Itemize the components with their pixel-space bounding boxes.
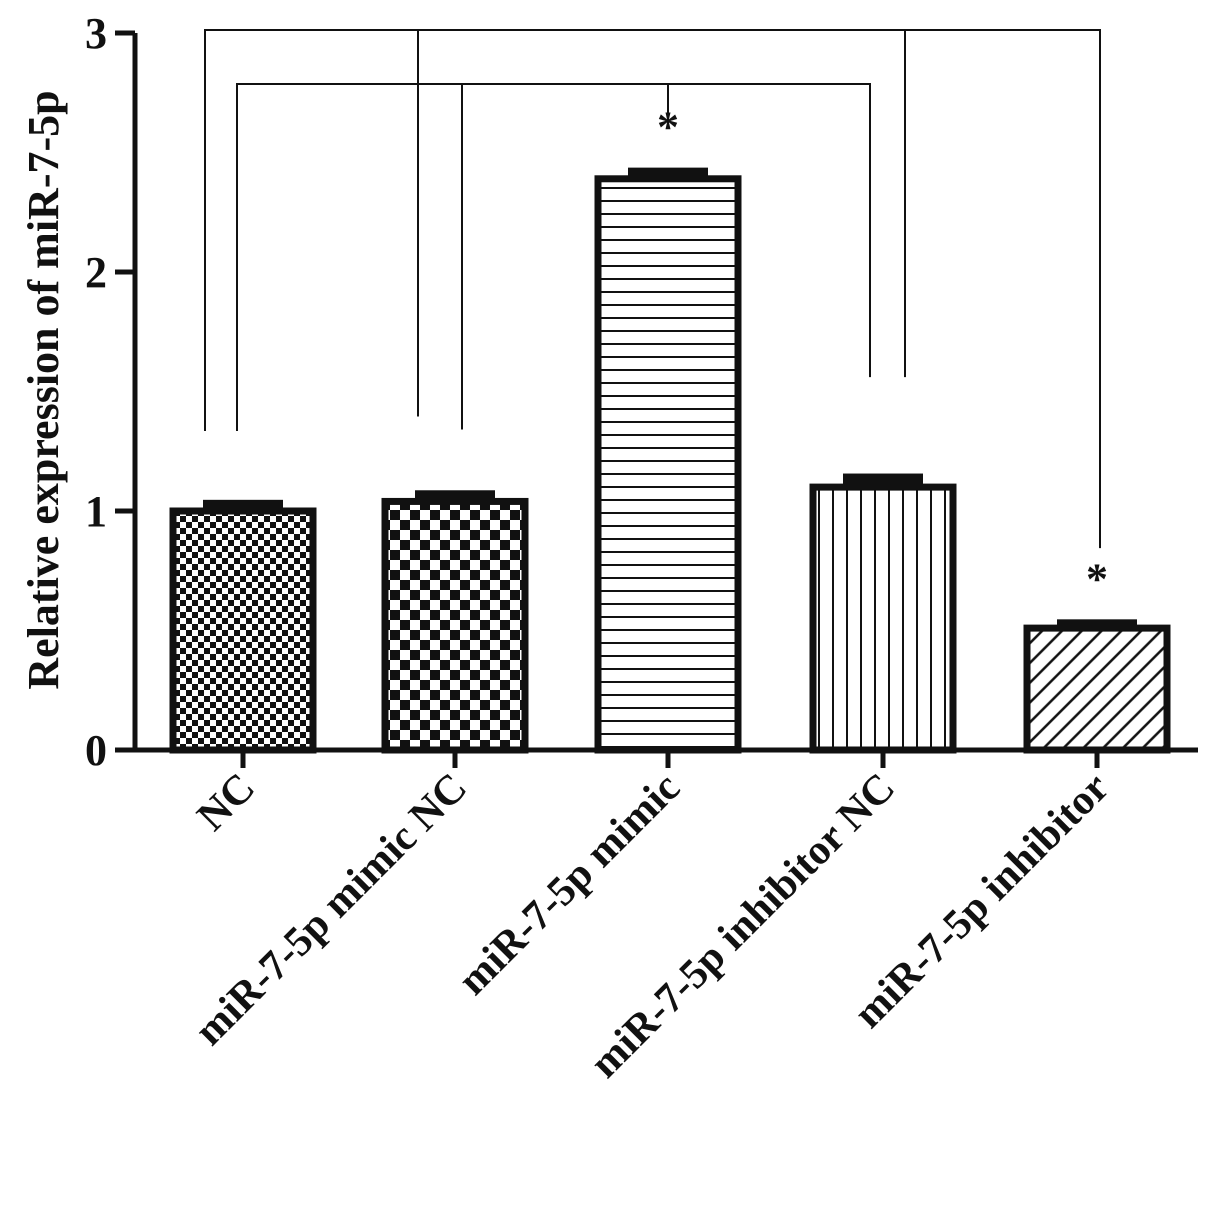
significance-star: * <box>657 103 679 152</box>
bar <box>809 483 957 754</box>
x-tick-label: miR-7-5p mimic <box>450 765 690 1005</box>
error-bar <box>415 490 495 504</box>
bar <box>1023 624 1171 754</box>
significance-brackets <box>204 29 1101 549</box>
bars <box>169 167 1171 754</box>
x-tick-label: NC <box>189 765 264 840</box>
error-bar <box>203 499 283 513</box>
significance-stars: ** <box>657 103 1108 604</box>
y-axis-label: Relative expression of miR-7-5p <box>19 90 68 689</box>
significance-star: * <box>1086 554 1108 603</box>
y-tick-label: 2 <box>85 248 107 297</box>
error-bar <box>1057 619 1137 631</box>
bracket-nc-vs-inhibitor-nc <box>236 83 871 431</box>
bar <box>381 497 529 754</box>
y-tick-label: 3 <box>85 9 107 58</box>
error-bar <box>843 473 923 490</box>
error-bar <box>628 167 708 181</box>
y-axis-label-group: Relative expression of miR-7-5p <box>19 90 68 689</box>
y-tick-label: 0 <box>85 726 107 775</box>
y-ticks: 0 1 2 3 <box>85 9 135 775</box>
bar <box>169 507 317 754</box>
y-tick-label: 1 <box>85 487 107 536</box>
bar <box>594 175 742 754</box>
bracket-nc-vs-inhibitor <box>204 29 1101 549</box>
